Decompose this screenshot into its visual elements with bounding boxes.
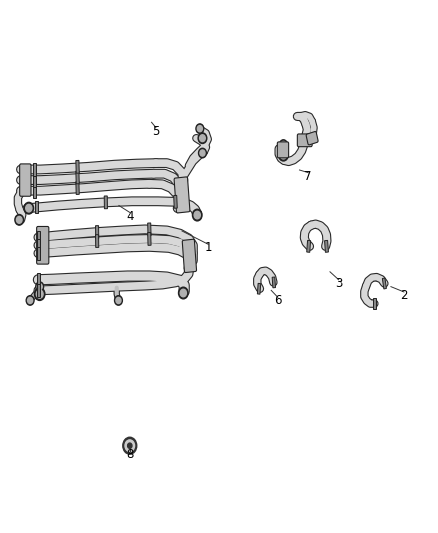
Bar <box>148 232 151 245</box>
Circle shape <box>115 296 122 305</box>
Bar <box>32 173 35 187</box>
Circle shape <box>16 216 22 223</box>
Circle shape <box>28 297 33 303</box>
FancyBboxPatch shape <box>297 134 312 147</box>
Circle shape <box>279 149 288 161</box>
Text: 4: 4 <box>126 209 134 223</box>
Bar <box>307 240 311 252</box>
Circle shape <box>194 211 200 219</box>
Bar <box>148 223 151 236</box>
Text: 6: 6 <box>274 294 282 308</box>
Circle shape <box>26 204 32 212</box>
Circle shape <box>196 124 204 133</box>
Bar <box>258 284 261 294</box>
Bar <box>76 182 79 195</box>
Text: 5: 5 <box>152 125 159 138</box>
Circle shape <box>279 140 287 149</box>
FancyBboxPatch shape <box>174 177 190 213</box>
Text: 7: 7 <box>304 170 312 183</box>
Bar <box>325 240 328 252</box>
Bar <box>37 239 40 252</box>
Bar <box>272 277 276 288</box>
FancyBboxPatch shape <box>306 132 318 145</box>
FancyBboxPatch shape <box>20 164 31 196</box>
Bar <box>373 298 376 309</box>
Bar <box>37 247 40 260</box>
Bar <box>76 160 79 173</box>
Circle shape <box>200 150 205 156</box>
Bar <box>32 163 35 176</box>
Circle shape <box>192 209 202 221</box>
Text: 8: 8 <box>126 448 134 461</box>
Circle shape <box>198 133 207 143</box>
Bar <box>37 273 40 286</box>
Circle shape <box>179 287 188 299</box>
Circle shape <box>180 289 187 297</box>
Circle shape <box>280 151 286 159</box>
Text: 3: 3 <box>335 277 343 290</box>
Bar <box>35 201 38 214</box>
Bar <box>37 231 40 244</box>
Bar <box>95 235 99 247</box>
Circle shape <box>36 290 43 298</box>
Text: 2: 2 <box>400 289 408 302</box>
Circle shape <box>36 282 44 292</box>
Circle shape <box>200 135 205 142</box>
FancyBboxPatch shape <box>37 227 49 264</box>
FancyBboxPatch shape <box>277 142 289 158</box>
Circle shape <box>24 203 34 214</box>
Circle shape <box>125 440 134 451</box>
Circle shape <box>37 284 42 290</box>
Bar <box>382 278 386 289</box>
FancyBboxPatch shape <box>182 239 197 272</box>
Bar <box>76 171 79 184</box>
Circle shape <box>123 437 137 454</box>
Circle shape <box>26 296 34 305</box>
Circle shape <box>197 126 202 132</box>
Circle shape <box>116 297 121 303</box>
Circle shape <box>281 141 286 148</box>
Bar <box>32 184 35 198</box>
Circle shape <box>35 288 45 301</box>
Bar <box>95 225 99 238</box>
Text: 1: 1 <box>205 241 212 254</box>
Bar <box>104 196 107 209</box>
Bar <box>174 196 177 208</box>
Circle shape <box>15 215 24 225</box>
Bar <box>37 284 40 297</box>
Circle shape <box>127 443 132 448</box>
Circle shape <box>198 148 206 158</box>
